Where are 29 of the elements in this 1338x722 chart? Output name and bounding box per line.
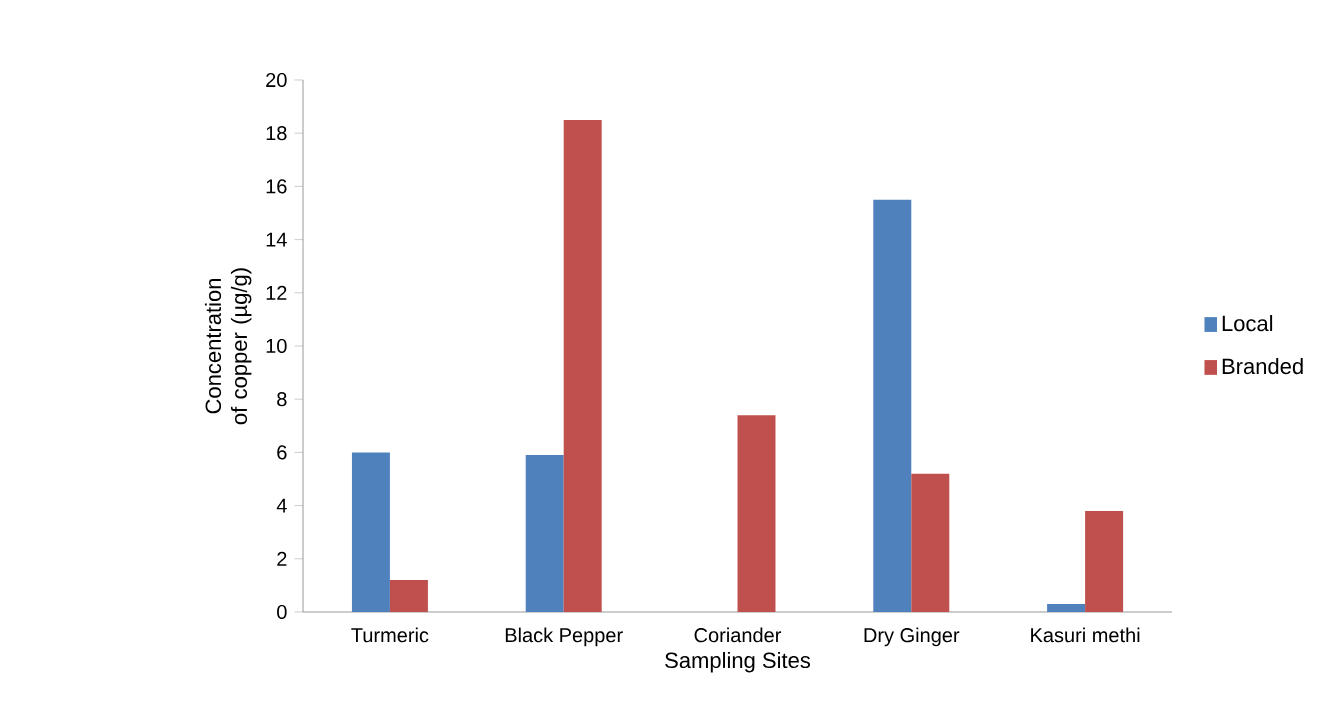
x-axis-title: Sampling Sites <box>665 651 811 673</box>
x-tick-label: Black Pepper <box>505 627 623 647</box>
legend-label: Local <box>1222 315 1273 332</box>
legend-label: Branded <box>1222 358 1303 375</box>
bar <box>873 199 912 612</box>
y-tick-label: 12 <box>266 285 287 300</box>
bar <box>351 452 390 612</box>
x-tick-label: Coriander <box>694 627 782 643</box>
x-tick-label: Kasuri methi <box>1031 627 1140 643</box>
y-tick-label: 18 <box>266 126 287 141</box>
y-tick-label: 16 <box>266 179 287 194</box>
bar <box>737 415 776 612</box>
bar <box>1085 510 1124 612</box>
y-tick-label: 14 <box>266 232 287 247</box>
y-axis-title: Concentration of copper (µg/g) <box>204 268 252 425</box>
bar <box>1047 604 1086 612</box>
x-tick-label: Turmeric <box>351 627 429 643</box>
y-tick-label: 8 <box>277 392 287 407</box>
y-tick-label: 2 <box>277 551 287 566</box>
bar <box>563 119 602 612</box>
bar <box>525 455 564 612</box>
y-tick-label: 20 <box>266 72 287 88</box>
y-tick-label: 6 <box>277 445 287 460</box>
y-tick-label: 0 <box>277 604 287 620</box>
y-tick-label: 10 <box>266 338 287 354</box>
y-tick-label: 4 <box>276 498 287 513</box>
x-tick-label: Dry Ginger <box>864 627 960 647</box>
bar <box>911 473 950 612</box>
bar <box>389 580 428 612</box>
